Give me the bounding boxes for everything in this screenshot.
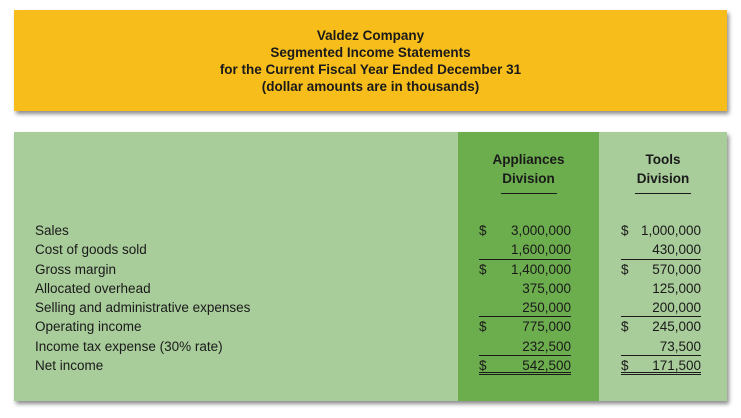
row-label-gross-margin: Gross margin [35,261,117,277]
tools-header-rule [635,193,691,194]
amounts-note: (dollar amounts are in thousands) [261,78,480,94]
appliances-gross-margin: $1,400,000 [479,261,571,277]
statement-header: Valdez Company Segmented Income Statemen… [14,10,727,111]
tools-net-income: $171,500 [621,356,701,376]
tools-operating-income: $245,000 [621,319,701,335]
tools-division-header: Tools Division [599,150,727,194]
appliances-values: $3,000,000 1,600,000 $1,400,000 375,000 … [479,221,571,376]
row-labels: Sales Cost of goods sold Gross margin Al… [35,221,250,375]
tools-cogs: 430,000 [621,240,701,260]
appliances-header-line1: Appliances [492,152,565,167]
appliances-net-income: $542,500 [479,356,571,376]
row-label-operating-income: Operating income [35,319,142,335]
appliances-column-highlight [458,132,599,401]
row-label-cogs: Cost of goods sold [35,242,147,258]
tools-selling-admin: 200,000 [621,298,701,318]
tools-values: $1,000,000 430,000 $570,000 125,000 200,… [621,221,701,376]
tools-header-line2: Division [636,171,690,186]
appliances-operating-income: $775,000 [479,319,571,335]
appliances-division-header: Appliances Division [458,150,599,194]
tools-sales: $1,000,000 [621,223,701,238]
row-label-allocated-overhead: Allocated overhead [35,280,151,296]
appliances-header-rule [500,193,557,194]
row-label-sales: Sales [35,223,69,238]
income-statement-table: Appliances Division Tools Division Sales… [14,132,727,401]
tools-allocated-overhead: 125,000 [652,280,701,296]
appliances-sales: $3,000,000 [479,223,571,238]
row-label-selling-admin: Selling and administrative expenses [35,300,251,316]
tools-income-tax: 73,500 [621,337,701,357]
company-name: Valdez Company [316,27,425,43]
statement-period: for the Current Fiscal Year Ended Decemb… [219,61,522,77]
row-label-income-tax: Income tax expense (30% rate) [35,338,223,354]
statement-title: Segmented Income Statements [270,44,471,60]
appliances-selling-admin: 250,000 [479,298,571,318]
appliances-allocated-overhead: 375,000 [522,280,571,296]
tools-header-line1: Tools [645,152,681,167]
appliances-cogs: 1,600,000 [479,240,571,260]
appliances-income-tax: 232,500 [479,337,571,357]
tools-gross-margin: $570,000 [621,261,701,277]
appliances-header-line2: Division [502,171,555,186]
row-label-net-income: Net income [35,358,104,374]
